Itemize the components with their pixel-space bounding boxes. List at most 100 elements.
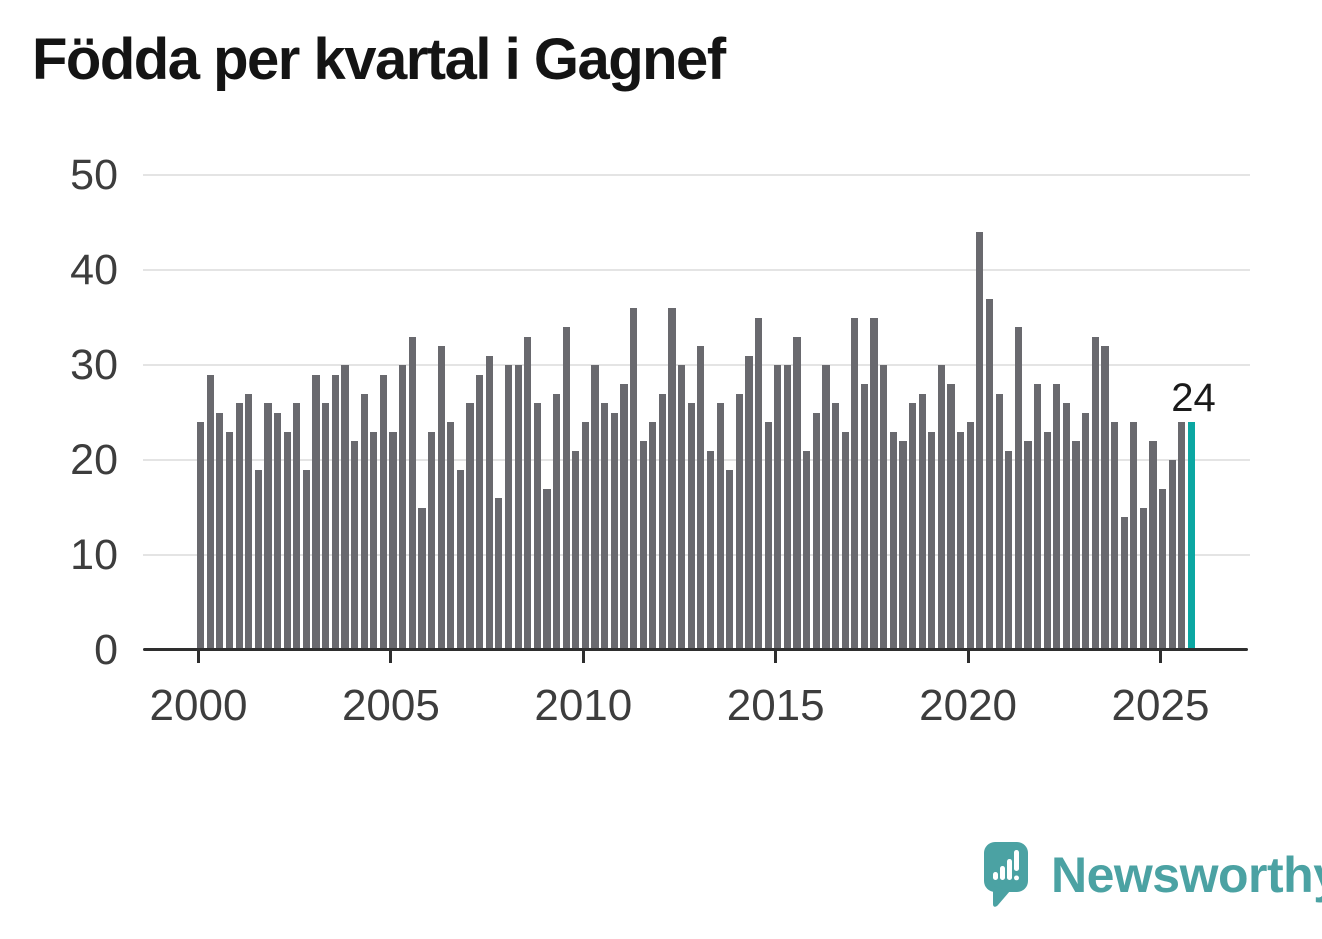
logo-exclamation-bar bbox=[1014, 850, 1019, 871]
bar bbox=[899, 441, 907, 650]
bar bbox=[322, 403, 330, 650]
y-axis-label: 0 bbox=[94, 626, 118, 674]
bar bbox=[774, 365, 782, 650]
bar bbox=[1110, 422, 1119, 650]
x-axis-label: 2015 bbox=[726, 681, 825, 730]
chart-title: Födda per kvartal i Gagnef bbox=[32, 27, 726, 92]
bar bbox=[379, 374, 388, 650]
gridline bbox=[143, 174, 1250, 176]
bar bbox=[803, 450, 811, 650]
x-axis-label: 2000 bbox=[149, 681, 248, 730]
newsworthy-logo-text: Newsworthy bbox=[1051, 847, 1322, 903]
bar bbox=[293, 403, 301, 650]
bar bbox=[572, 450, 580, 650]
bar bbox=[533, 403, 541, 650]
bar bbox=[735, 393, 743, 650]
bar bbox=[581, 422, 590, 650]
bar bbox=[831, 403, 840, 650]
bar bbox=[966, 422, 974, 650]
bar bbox=[985, 298, 994, 650]
y-axis-label: 20 bbox=[70, 436, 118, 484]
bar bbox=[524, 336, 532, 650]
logo-exclamation-dot bbox=[1014, 875, 1019, 881]
bar bbox=[197, 422, 205, 650]
x-axis-tick bbox=[581, 651, 585, 663]
bar bbox=[976, 232, 984, 650]
bar bbox=[1043, 431, 1051, 650]
bar bbox=[235, 403, 243, 650]
bar bbox=[331, 374, 339, 650]
bar bbox=[880, 365, 888, 650]
x-axis-label: 2025 bbox=[1111, 681, 1210, 730]
x-axis-tick bbox=[1159, 651, 1162, 663]
newsworthy-logo-icon bbox=[984, 842, 1028, 907]
bar bbox=[466, 403, 474, 650]
logo-bar-1 bbox=[993, 872, 998, 880]
latest-value-label: 24 bbox=[1171, 376, 1216, 420]
y-axis-label: 30 bbox=[70, 341, 118, 389]
bar bbox=[1082, 412, 1090, 650]
bar bbox=[716, 403, 724, 650]
y-axis-label: 50 bbox=[70, 151, 118, 199]
bar bbox=[427, 431, 436, 650]
bar bbox=[947, 384, 955, 650]
bar bbox=[745, 355, 753, 650]
gridline bbox=[143, 459, 1250, 461]
bar bbox=[822, 365, 830, 650]
bar bbox=[1168, 460, 1176, 650]
bar bbox=[860, 384, 869, 650]
bar bbox=[447, 422, 455, 650]
bar bbox=[928, 431, 936, 650]
bar bbox=[678, 365, 686, 650]
bar bbox=[889, 431, 897, 650]
bar bbox=[274, 412, 282, 650]
x-axis-label: 2010 bbox=[534, 681, 633, 730]
bar bbox=[851, 317, 859, 650]
x-axis-label: 2005 bbox=[341, 681, 440, 730]
bar bbox=[1149, 441, 1157, 650]
bar bbox=[908, 403, 917, 650]
bar bbox=[841, 431, 849, 650]
bar bbox=[514, 365, 522, 650]
bar bbox=[610, 412, 618, 650]
gridline bbox=[143, 269, 1250, 271]
x-axis-tick bbox=[774, 651, 778, 663]
bar bbox=[1120, 517, 1128, 650]
bar bbox=[937, 365, 945, 650]
x-axis-tick bbox=[197, 651, 200, 663]
bar bbox=[783, 365, 792, 650]
bar bbox=[225, 431, 234, 650]
bar bbox=[668, 308, 676, 650]
gridline bbox=[143, 364, 1250, 366]
bar bbox=[216, 412, 224, 650]
bar bbox=[312, 374, 320, 650]
bar bbox=[1139, 507, 1148, 650]
bar bbox=[418, 507, 426, 650]
bar bbox=[1130, 422, 1138, 650]
bar bbox=[1091, 336, 1099, 650]
bar bbox=[764, 422, 772, 650]
bar bbox=[649, 422, 657, 650]
bar bbox=[245, 393, 253, 650]
gridline bbox=[143, 554, 1250, 556]
bar bbox=[341, 365, 349, 650]
bar bbox=[552, 393, 561, 650]
bar bbox=[1024, 441, 1032, 650]
bar bbox=[370, 431, 378, 650]
bar bbox=[408, 336, 416, 650]
x-axis-tick bbox=[966, 651, 970, 663]
bar bbox=[1014, 327, 1022, 650]
newsworthy-logo: Newsworthy bbox=[984, 842, 1322, 908]
bar bbox=[206, 374, 214, 650]
bar bbox=[995, 393, 1003, 650]
bar bbox=[591, 365, 599, 650]
bar bbox=[755, 317, 763, 650]
bar bbox=[302, 469, 311, 650]
x-axis-line bbox=[143, 648, 1248, 651]
bar bbox=[957, 431, 965, 650]
bar bbox=[658, 393, 667, 650]
bar bbox=[793, 336, 801, 650]
logo-bar-3 bbox=[1007, 859, 1012, 880]
bar bbox=[1101, 346, 1109, 650]
